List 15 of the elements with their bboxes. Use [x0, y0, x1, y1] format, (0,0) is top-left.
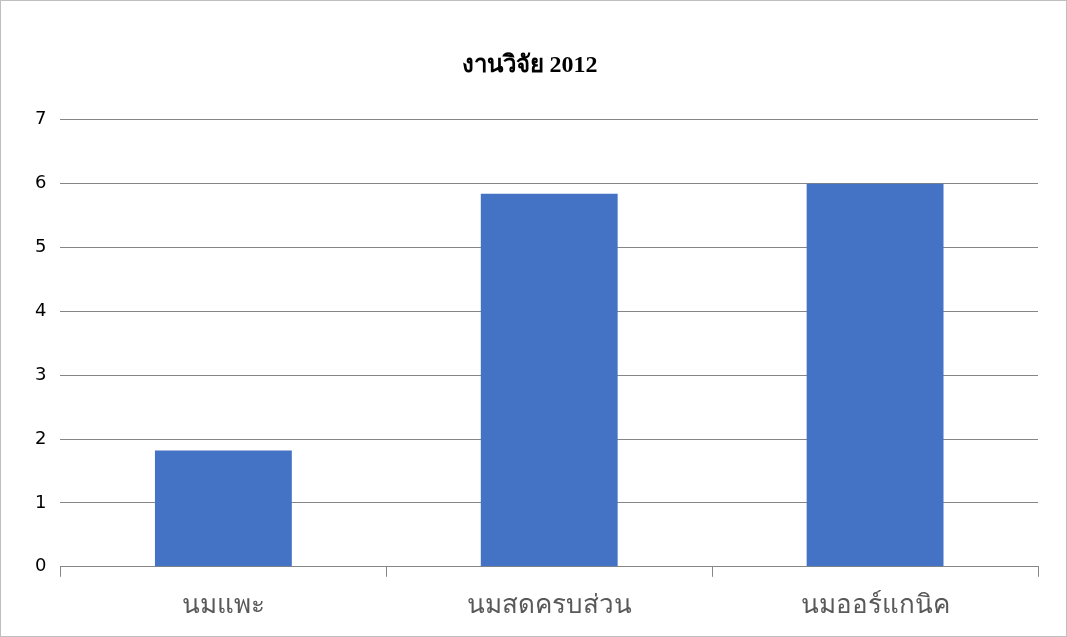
x-tick-label: นมแพะ — [181, 589, 265, 620]
y-tick-label: 0 — [35, 554, 47, 576]
y-tick-label: 4 — [35, 299, 47, 321]
y-tick-label: 5 — [35, 235, 47, 257]
x-tick-label: นมสดครบส่วน — [466, 589, 632, 620]
y-tick-label: 6 — [35, 171, 47, 193]
bar — [806, 183, 944, 567]
y-tick-label: 2 — [35, 426, 47, 448]
y-tick-label: 3 — [35, 362, 47, 384]
bar — [154, 450, 292, 567]
y-tick-label: 7 — [35, 107, 47, 129]
y-tick-label: 1 — [35, 490, 47, 512]
chart-title: งานวิจัย 2012 — [461, 50, 598, 77]
bar — [480, 193, 618, 567]
x-tick-label: นมออร์แกนิค — [800, 589, 950, 620]
